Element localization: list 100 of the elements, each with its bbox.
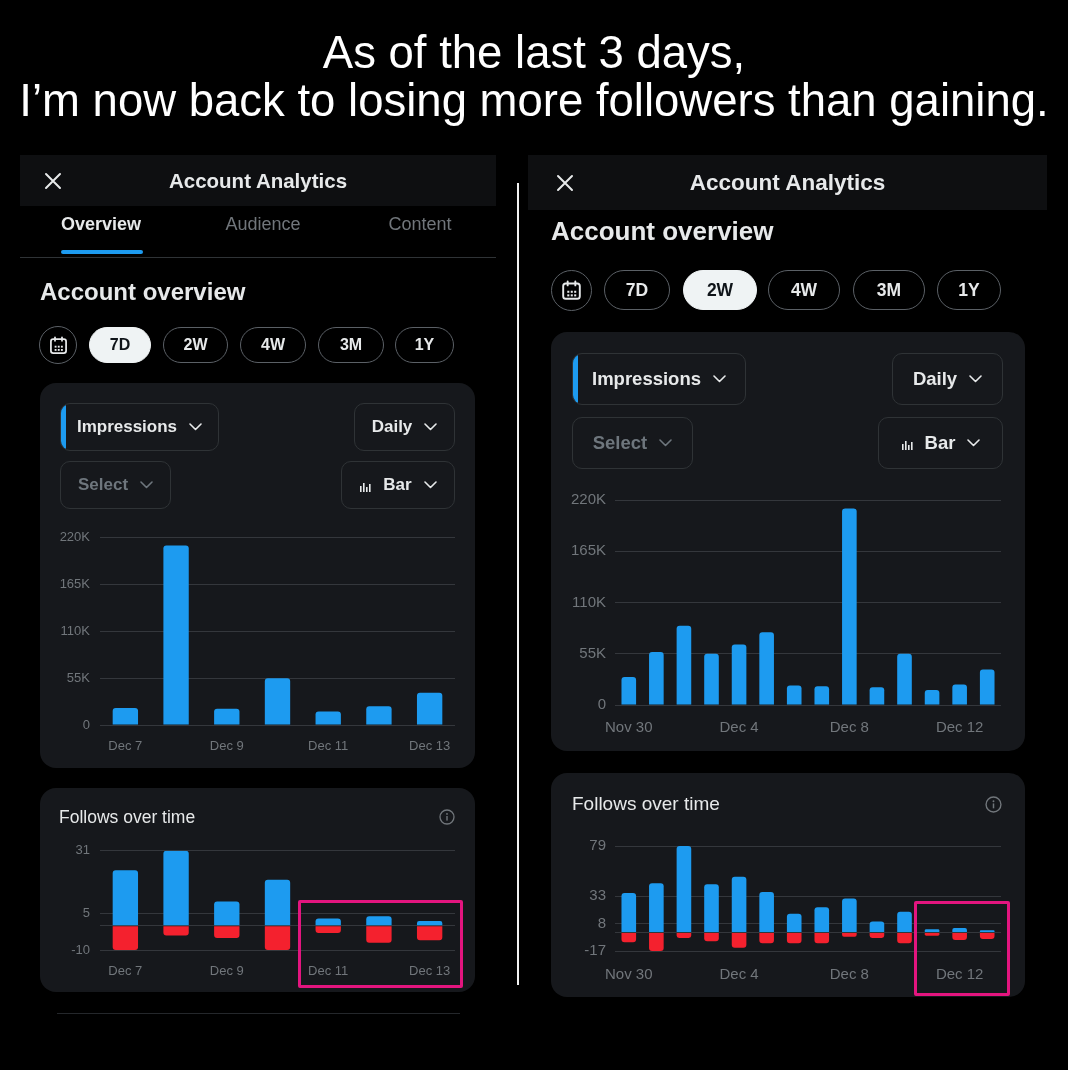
bar [621,893,637,932]
bar [649,883,664,932]
y-tick-label: 31 [75,842,90,858]
bar [163,850,189,926]
bar [676,846,692,932]
y-tick-label: 220K [570,490,606,508]
x-tick-label: Dec 9 [209,738,244,754]
x-tick-label: Dec 13 [409,963,451,979]
bar [759,891,774,932]
y-tick-label: 0 [597,695,606,713]
text: Account Analytics [168,168,348,193]
x-tick-label: Dec 12 [935,965,984,983]
y-tick-label: 55K [579,643,606,661]
chart-title: Follows over time [572,793,720,815]
bar [869,687,885,705]
bar [897,911,912,932]
bar [214,926,240,938]
dropdown-field: Bar [341,461,455,509]
y-tick-label: 8 [597,913,606,931]
bar [112,707,139,725]
bar [979,669,995,705]
text: As of the last 3 days, I’m now back to losing more followers than gaining. [18,27,1050,126]
chart-title: Follows over time [59,806,196,828]
bar [786,913,802,932]
x-tick-label: Dec 11 [308,738,349,754]
y-tick-label: 110K [60,622,91,638]
bar [366,926,392,943]
text: Overview [60,213,142,235]
bar [952,684,967,705]
x-tick-label: Dec 9 [209,963,244,979]
x-tick-label: Dec 7 [108,963,143,979]
x-tick-label: Dec 11 [308,963,349,979]
y-tick-label: 79 [589,836,606,854]
bar [814,932,830,944]
bar [759,932,774,944]
bar [704,932,719,942]
bar [163,926,189,936]
text: Account overview [551,215,774,247]
bar [366,916,392,926]
bar [315,926,341,934]
bar [924,690,940,705]
y-tick-label: -10 [71,941,90,957]
bar [786,932,802,944]
x-tick-label: Dec 4 [719,965,759,983]
x-tick-label: Dec 8 [829,718,869,736]
bar [869,921,885,932]
x-tick-label: Dec 4 [719,718,759,736]
bar [676,625,692,705]
bar [842,508,857,705]
bar [416,692,443,725]
bar [842,932,857,937]
bar [704,653,719,705]
bar [163,545,189,725]
text: Account Analytics [689,169,886,196]
y-tick-label: -17 [584,941,606,959]
x-tick-label: Nov 30 [605,965,653,983]
bar [649,651,664,705]
bar [264,879,291,926]
bar [112,870,139,926]
bar [621,932,637,943]
y-tick-label: 220K [59,529,91,545]
bar [214,708,240,725]
text: Account overview [40,278,246,306]
bar [897,653,912,705]
bar [731,876,747,932]
x-tick-label: Dec 12 [935,718,984,736]
bar [112,926,139,950]
dropdown-field: Daily [892,353,1003,405]
dropdown-field: Impressions [60,403,219,451]
bar [676,932,692,938]
y-tick-label: 165K [59,576,91,592]
bar [264,678,291,725]
bar [814,686,830,705]
bar [214,901,240,926]
bar [649,932,664,951]
x-tick-label: Nov 30 [605,718,653,736]
x-tick-label: Dec 7 [108,738,143,754]
y-tick-label: 110K [572,592,606,610]
bar [621,677,637,705]
bar [416,920,443,926]
text: Audience [225,213,301,235]
bar [897,932,912,944]
bar [315,711,341,725]
text: Content [388,213,452,235]
dropdown-field: Impressions [572,353,746,405]
bar [264,926,291,950]
y-tick-label: 33 [589,886,606,904]
bar [416,926,443,941]
dropdown-field: Daily [354,403,455,451]
x-tick-label: Dec 13 [409,738,451,754]
bar [814,907,830,932]
bar [366,706,392,725]
dropdown-field: Select [60,461,171,509]
bar [704,884,719,932]
dropdown-field: Select [572,417,693,469]
y-tick-label: 5 [82,905,90,921]
bar [759,632,774,705]
bar [952,932,967,941]
x-tick-label: Dec 8 [829,965,869,983]
dropdown-field: Bar [878,417,1003,469]
